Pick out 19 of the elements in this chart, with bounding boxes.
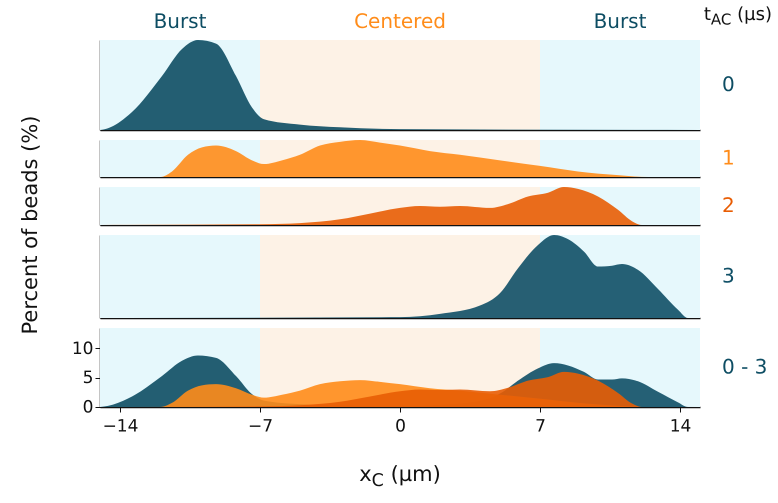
x-axis-title: x$_{C}$ (μm)	[359, 462, 441, 492]
x-tick-label: 0	[395, 416, 406, 436]
x-tick-label: −7	[248, 416, 274, 436]
x-tick-label: 14	[670, 416, 692, 436]
y-axis-title: Percent of beads (%)	[18, 115, 42, 335]
series-label: 2	[722, 193, 735, 217]
text: 0 - 3	[722, 354, 768, 378]
legend-title: t$_{AC}$ (μs)	[704, 4, 772, 29]
band-label: Burst	[594, 9, 647, 33]
x-tick-label: −14	[102, 416, 138, 436]
band-label: Centered	[354, 9, 446, 33]
series-label: 3	[722, 264, 735, 288]
band-label: Burst	[154, 9, 207, 33]
y-tick-label: 0	[82, 398, 94, 418]
y-tick-label: 10	[72, 338, 94, 359]
y-tick-label: 5	[82, 368, 94, 388]
series-label: 1	[722, 146, 735, 170]
text: 0	[722, 72, 735, 96]
x-tick-label: 7	[535, 416, 546, 436]
